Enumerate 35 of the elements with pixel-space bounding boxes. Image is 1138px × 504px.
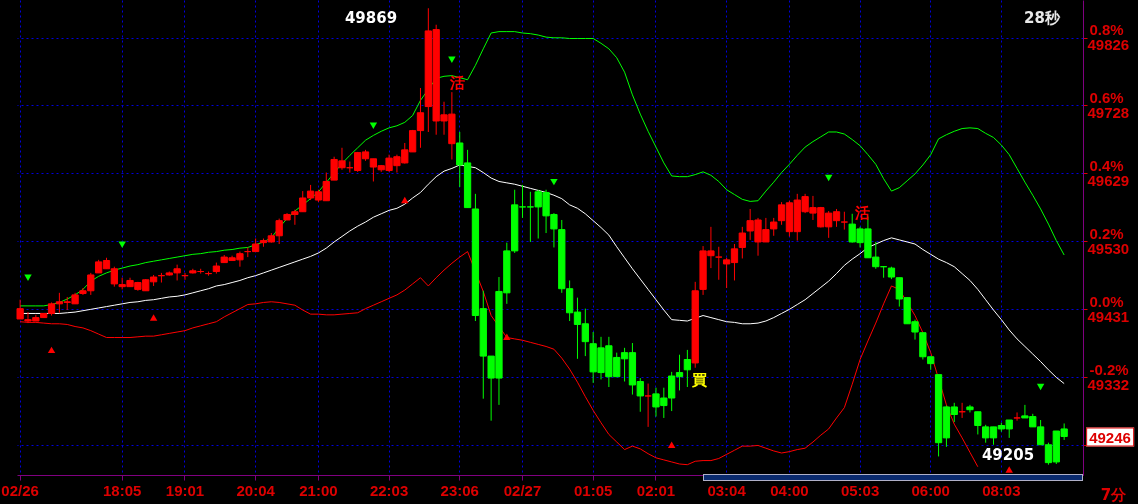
y2-tick-label: 0.6% [1089, 88, 1124, 106]
x-tick-label: 19:01 [165, 481, 205, 499]
x-tick-label: 06:00 [911, 481, 950, 499]
x-tick-label: 04:00 [770, 481, 809, 499]
x-tick-label: 03:04 [707, 481, 747, 499]
y2-tick-label: -0.2% [1089, 360, 1129, 378]
annotation: 買 [691, 370, 707, 389]
y-tick-label: 49629 [1087, 171, 1130, 189]
y2-tick-label: 0.8% [1089, 20, 1124, 38]
annotation: 活 [854, 203, 870, 222]
x-tick-label: 05:03 [840, 481, 880, 499]
x-tick-label: 02:01 [636, 481, 676, 499]
x-tick-label: 02/27 [503, 481, 542, 499]
text: 49246 [1086, 427, 1134, 447]
x-tick-label: 01:05 [573, 481, 613, 499]
x-tick-label: 23:06 [440, 481, 479, 499]
y-tick-label: 49431 [1087, 307, 1130, 325]
annotation: 49205 [981, 445, 1035, 464]
x-tick-label: 02/26 [1, 481, 39, 499]
x-tick-label: 20:04 [236, 481, 276, 499]
y2-tick-label: 0.4% [1089, 156, 1124, 174]
y2-tick-label: 0.0% [1089, 292, 1124, 310]
y-tick-label: 49332 [1087, 375, 1130, 393]
y-tick-label: 49530 [1087, 239, 1130, 257]
y2-tick-label: 0.2% [1089, 224, 1124, 242]
annotation: 28秒 [1024, 8, 1060, 27]
x-axis-title: 7分 [1100, 485, 1128, 504]
x-tick-label: 21:00 [299, 481, 338, 499]
annotation: 49869 [344, 8, 398, 27]
y-tick-label: 49728 [1087, 103, 1130, 121]
annotation: 活 [449, 73, 465, 92]
x-tick-label: 18:05 [103, 481, 142, 499]
x-tick-label: 08:03 [982, 481, 1021, 499]
x-tick-label: 22:03 [369, 481, 409, 499]
y-tick-label: 49826 [1087, 36, 1130, 54]
